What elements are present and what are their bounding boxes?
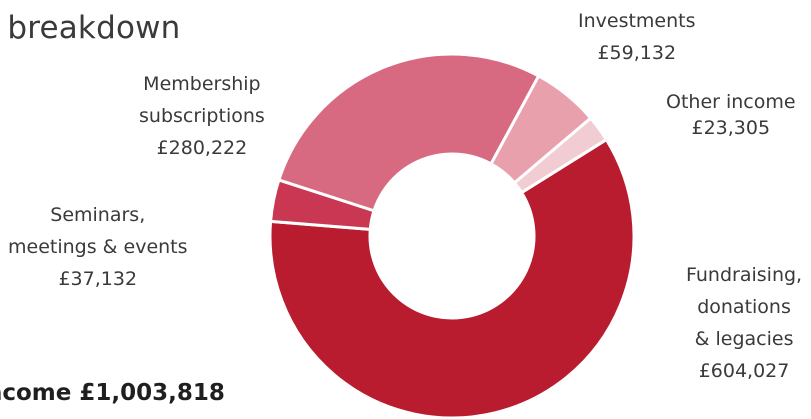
label-membership-value: £280,222 (156, 137, 248, 159)
label-investments-line-1: Investments (578, 10, 696, 32)
label-seminars: Seminars, meetings & events £37,132 (8, 199, 188, 295)
label-membership: Membership subscriptions £280,222 (139, 68, 265, 164)
label-other-income-value: £23,305 (691, 117, 771, 139)
label-fundraising-line-1: Fundraising, (686, 264, 803, 286)
label-fundraising: Fundraising, donations & legacies £604,0… (686, 259, 802, 387)
label-fundraising-value: £604,027 (698, 360, 790, 382)
label-seminars-line-2: meetings & events (8, 236, 188, 258)
total-income: ncome £1,003,818 (0, 380, 225, 406)
label-other-income: Other income £23,305 (666, 89, 796, 141)
label-seminars-line-1: Seminars, (50, 204, 146, 226)
label-membership-line-1: Membership (143, 73, 261, 95)
donut-slice-2 (277, 52, 541, 213)
donut-slice-4 (512, 116, 608, 195)
label-fundraising-line-3: & legacies (694, 328, 794, 350)
label-other-income-line-1: Other income (666, 91, 796, 113)
chart-title: e breakdown (0, 10, 181, 46)
donut-slice-0 (268, 138, 636, 419)
label-membership-line-2: subscriptions (139, 105, 265, 127)
label-fundraising-line-2: donations (697, 296, 791, 318)
label-seminars-value: £37,132 (58, 268, 138, 290)
label-investments-value: £59,132 (597, 42, 677, 64)
label-investments: Investments £59,132 (578, 5, 696, 69)
